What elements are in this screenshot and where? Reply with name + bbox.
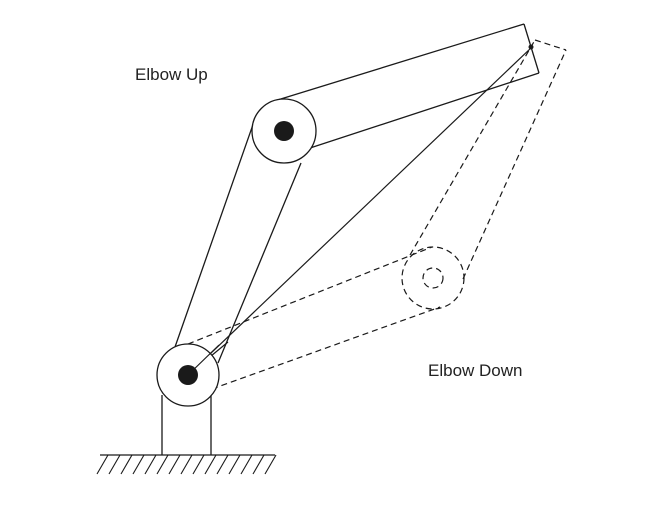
reach-lines xyxy=(187,46,533,376)
elbow-up-forearm-top xyxy=(270,23,525,103)
end-effector-point xyxy=(528,44,534,50)
elbow-down-joint-inner xyxy=(422,267,444,289)
ground xyxy=(96,454,277,475)
elbow-up-upper-arm-right xyxy=(217,162,302,364)
elbow-down-forearm-end xyxy=(534,39,567,51)
reach-line-main xyxy=(187,46,533,376)
base-pedestal xyxy=(161,395,212,455)
elbow-up-upper-arm-left xyxy=(174,115,257,348)
revolute-joint-icon xyxy=(251,98,317,164)
elbow-up-forearm-bottom xyxy=(306,72,540,150)
ground-hatch-icon xyxy=(96,454,277,475)
elbow-down-forearm-left xyxy=(409,39,536,256)
elbow-up-configuration xyxy=(174,23,540,364)
elbow-down-label: Elbow Down xyxy=(428,361,523,380)
elbow-down-forearm-right xyxy=(462,49,567,280)
elbow-down-upper-arm-top xyxy=(187,246,433,345)
elbow-up-label: Elbow Up xyxy=(135,65,208,84)
reach-line-overlay xyxy=(187,344,220,376)
elbow-down-joint-outer xyxy=(401,246,465,310)
elbow-up-joint-pin xyxy=(274,121,294,141)
elbow-down-upper-arm-bottom xyxy=(211,306,441,390)
elbow-down-configuration xyxy=(187,39,567,390)
